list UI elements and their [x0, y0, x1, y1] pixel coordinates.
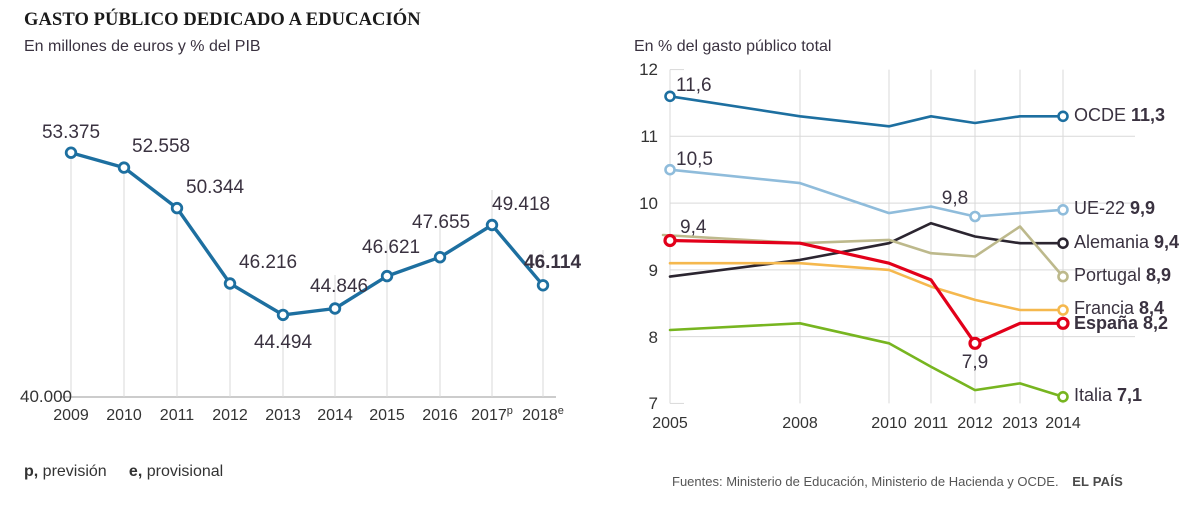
- svg-text:Portugal 8,9: Portugal 8,9: [1074, 265, 1171, 285]
- svg-text:OCDE 11,3: OCDE 11,3: [1074, 105, 1165, 125]
- svg-text:2018e: 2018e: [522, 405, 564, 424]
- svg-text:Alemania 9,4: Alemania 9,4: [1074, 232, 1179, 252]
- svg-text:2013: 2013: [1002, 415, 1038, 432]
- svg-text:7,9: 7,9: [962, 352, 988, 373]
- svg-text:2011: 2011: [914, 415, 949, 432]
- svg-text:2016: 2016: [422, 407, 458, 424]
- svg-text:2010: 2010: [871, 415, 907, 432]
- svg-text:2010: 2010: [106, 407, 142, 424]
- svg-text:7: 7: [649, 394, 658, 413]
- svg-text:UE-22 9,9: UE-22 9,9: [1074, 198, 1155, 218]
- svg-text:11: 11: [640, 127, 658, 146]
- svg-text:9,4: 9,4: [680, 217, 707, 238]
- svg-text:11,6: 11,6: [676, 75, 712, 96]
- svg-text:2012: 2012: [957, 415, 993, 432]
- svg-text:2014: 2014: [1045, 415, 1081, 432]
- svg-text:8: 8: [649, 328, 658, 347]
- svg-text:53.375: 53.375: [42, 122, 100, 143]
- svg-text:50.344: 50.344: [186, 177, 245, 198]
- svg-text:2015: 2015: [369, 407, 405, 424]
- svg-text:9,8: 9,8: [942, 188, 968, 209]
- svg-text:2014: 2014: [317, 407, 353, 424]
- svg-text:2012: 2012: [212, 407, 248, 424]
- svg-text:46.621: 46.621: [362, 237, 420, 258]
- svg-text:49.418: 49.418: [492, 194, 550, 215]
- svg-text:2005: 2005: [652, 415, 688, 432]
- svg-text:44.846: 44.846: [310, 276, 368, 297]
- svg-text:46.114: 46.114: [524, 252, 581, 273]
- svg-text:2011: 2011: [160, 407, 195, 424]
- svg-text:46.216: 46.216: [239, 252, 297, 273]
- svg-text:2017p: 2017p: [471, 405, 513, 424]
- svg-text:44.494: 44.494: [254, 332, 313, 353]
- svg-text:2009: 2009: [53, 407, 89, 424]
- svg-text:40.000: 40.000: [20, 387, 72, 406]
- svg-text:Italia 7,1: Italia 7,1: [1074, 385, 1142, 405]
- svg-text:9: 9: [649, 261, 658, 280]
- svg-text:10,5: 10,5: [676, 149, 713, 170]
- svg-text:10: 10: [639, 194, 658, 213]
- svg-text:52.558: 52.558: [132, 136, 190, 157]
- svg-text:España 8,2: España 8,2: [1074, 313, 1168, 333]
- svg-text:12: 12: [639, 60, 658, 79]
- svg-text:2008: 2008: [782, 415, 818, 432]
- svg-text:47.655: 47.655: [412, 212, 470, 233]
- svg-text:2013: 2013: [265, 407, 301, 424]
